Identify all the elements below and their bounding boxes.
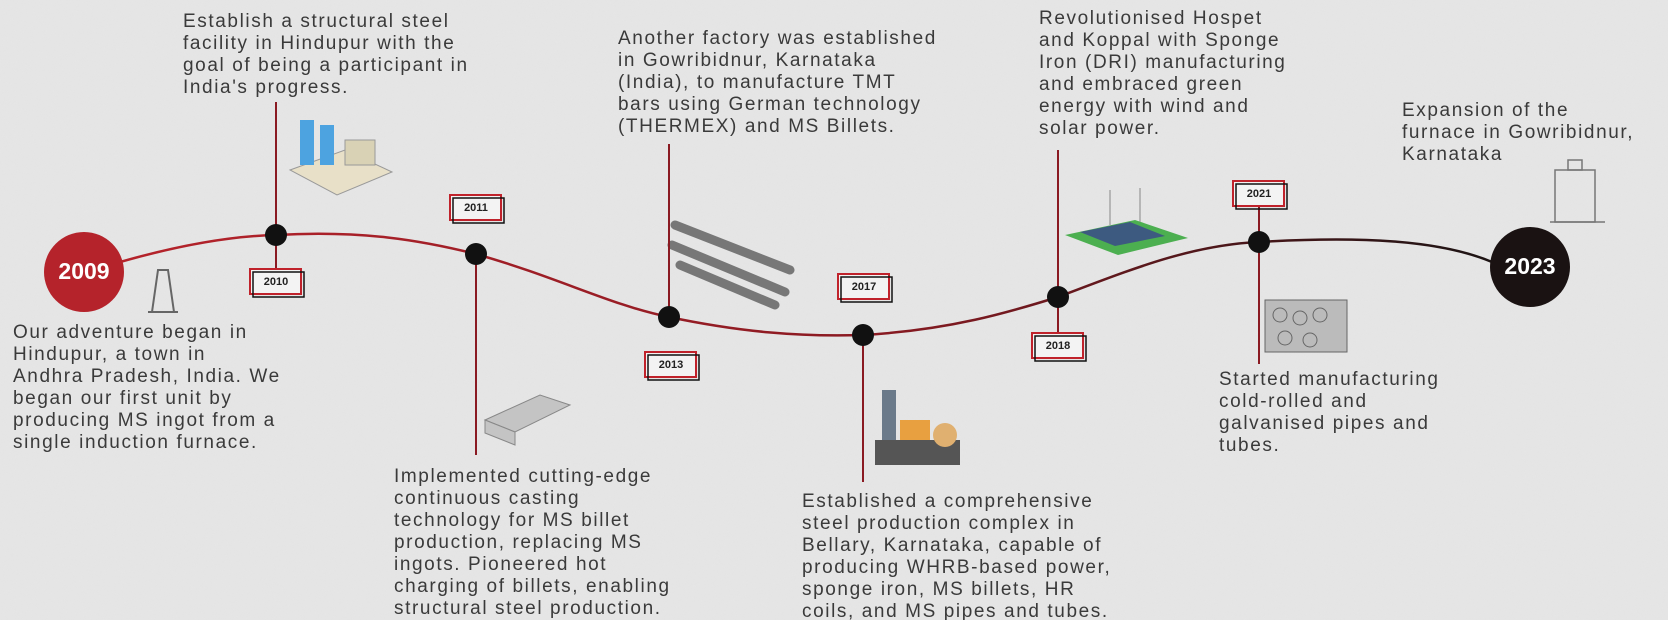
description-line: (India), to manufacture TMT: [618, 72, 896, 93]
year-circle: [44, 232, 124, 312]
description-line: Hindupur, a town in: [13, 344, 206, 365]
year-label: 2010: [264, 276, 288, 288]
timeline-dot: [852, 324, 874, 346]
year-box: [644, 351, 697, 378]
description-line: Iron (DRI) manufacturing: [1039, 52, 1286, 73]
description-line: Our adventure began in: [13, 322, 248, 343]
year-label: 2021: [1247, 188, 1271, 200]
icon-factory: [288, 120, 394, 196]
description-line: Establish a structural steel: [183, 11, 450, 32]
description-line: Implemented cutting-edge: [394, 466, 652, 487]
description-line: continuous casting: [394, 488, 580, 509]
year-label: 2013: [659, 359, 683, 371]
description-line: Another factory was established: [618, 28, 937, 49]
description-line: structural steel production.: [394, 598, 662, 619]
icon-furnace-2: [1550, 159, 1605, 223]
description-line: cold-rolled and: [1219, 391, 1368, 412]
description-line: began our first unit by: [13, 388, 233, 409]
description-line: and Koppal with Sponge: [1039, 30, 1280, 51]
description-line: steel production complex in: [802, 513, 1075, 534]
year-label: 2011: [464, 202, 488, 214]
description-line: production, replacing MS: [394, 532, 643, 553]
timeline-dot: [658, 306, 680, 328]
year-circle: [1490, 227, 1570, 307]
year-box: [1232, 180, 1285, 207]
year-label: 2009: [58, 258, 109, 284]
description-line: Karnataka: [1402, 144, 1503, 165]
description-line: Expansion of the: [1402, 100, 1569, 121]
description-line: sponge iron, MS billets, HR: [802, 579, 1075, 600]
description-line: energy with wind and: [1039, 96, 1250, 117]
description-line: furnace in Gowribidnur,: [1402, 122, 1634, 143]
year-label: 2018: [1046, 340, 1070, 352]
description-line: technology for MS billet: [394, 510, 630, 531]
description-line: Bellary, Karnataka, capable of: [802, 535, 1102, 556]
timeline-dot: [265, 224, 287, 246]
icon-solar: [1065, 188, 1188, 255]
year-box-shadow: [647, 354, 700, 381]
description-line: facility in Hindupur with the: [183, 33, 455, 54]
year-box-shadow: [1235, 183, 1288, 210]
description-line: Established a comprehensive: [802, 491, 1093, 512]
year-box: [449, 194, 502, 221]
icon-tmt-bars: [667, 220, 795, 310]
description-line: in Gowribidnur, Karnataka: [618, 50, 877, 71]
timeline-dot: [1248, 231, 1270, 253]
description-line: single induction furnace.: [13, 432, 258, 453]
icon-pipes: [1264, 299, 1348, 353]
description-line: goal of being a participant in: [183, 55, 469, 76]
year-box-shadow: [840, 276, 893, 303]
description-line: coils, and MS pipes and tubes.: [802, 601, 1109, 620]
description-line: solar power.: [1039, 118, 1161, 139]
description-line: producing MS ingot from a: [13, 410, 276, 431]
description-line: tubes.: [1219, 435, 1280, 456]
description-line: Revolutionised Hospet: [1039, 8, 1263, 29]
description-line: bars using German technology: [618, 94, 922, 115]
year-box-shadow: [1034, 335, 1087, 362]
icon-billets: [483, 394, 572, 446]
year-box: [837, 273, 890, 300]
description-line: charging of billets, enabling: [394, 576, 671, 597]
year-box-shadow: [252, 271, 305, 298]
description-line: ingots. Pioneered hot: [394, 554, 607, 575]
year-label: 2017: [852, 281, 876, 293]
description-line: producing WHRB-based power,: [802, 557, 1111, 578]
timeline-dot: [465, 243, 487, 265]
description-line: and embraced green: [1039, 74, 1243, 95]
description-line: Started manufacturing: [1219, 369, 1440, 390]
description-line: Andhra Pradesh, India. We: [13, 366, 281, 387]
icon-furnace: [148, 269, 178, 313]
icon-plant: [875, 390, 960, 465]
timeline-dot: [1047, 286, 1069, 308]
year-box: [249, 268, 302, 295]
description-line: galvanised pipes and: [1219, 413, 1430, 434]
description-line: (THERMEX) and MS Billets.: [618, 116, 896, 137]
description-line: India's progress.: [183, 77, 349, 98]
year-box-shadow: [452, 197, 505, 224]
year-label: 2023: [1504, 253, 1555, 279]
year-box: [1031, 332, 1084, 359]
